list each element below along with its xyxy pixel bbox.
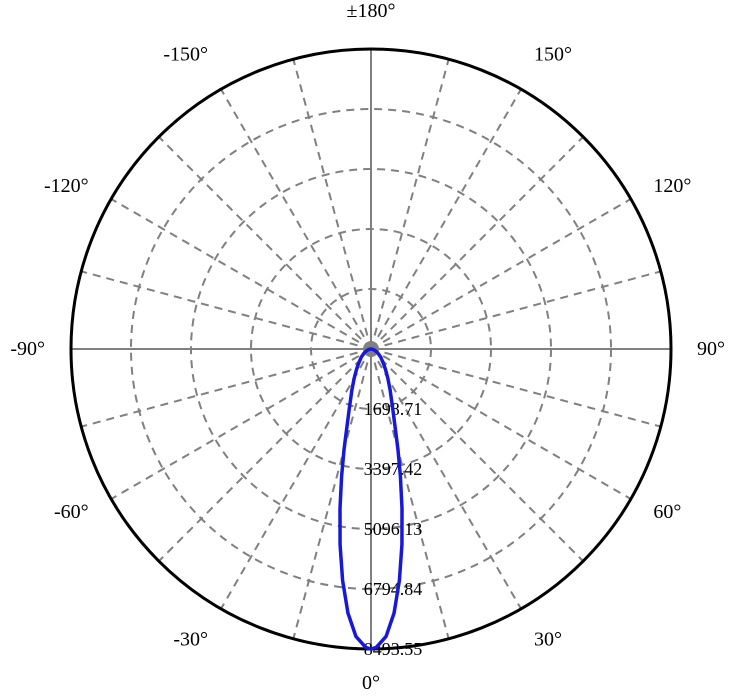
angle-label: -150°	[163, 44, 208, 66]
radial-label: 3397.42	[364, 459, 423, 479]
angle-label: 0°	[362, 672, 380, 694]
angle-label: 120°	[653, 175, 691, 197]
angle-label: ±180°	[347, 0, 396, 22]
angle-label: -120°	[44, 175, 89, 197]
angle-label: -30°	[173, 628, 208, 650]
angle-label: 150°	[534, 44, 572, 66]
angle-label: -90°	[10, 338, 45, 360]
radial-label: 6794.84	[364, 579, 423, 599]
angle-label: -60°	[54, 501, 89, 523]
radial-label: 5096.13	[364, 519, 423, 539]
angle-label: 90°	[697, 338, 725, 360]
angle-label: 60°	[653, 501, 681, 523]
polar-chart: 0° 30° 60° 90° 120° 150° ±180° -150° -120° -90° -6…	[0, 0, 742, 699]
angle-label: 30°	[534, 628, 562, 650]
